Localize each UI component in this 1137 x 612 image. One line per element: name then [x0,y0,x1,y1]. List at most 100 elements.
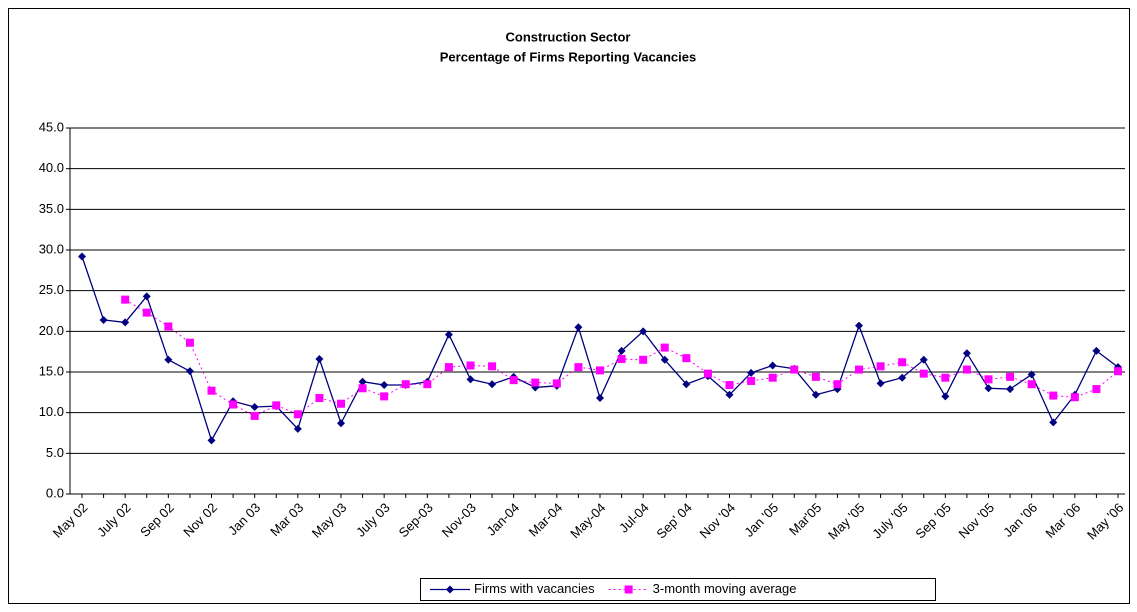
point [790,365,799,374]
point [855,365,863,374]
point [552,379,561,388]
point [272,401,281,410]
point [703,369,712,378]
point [444,363,453,372]
point [811,372,820,381]
point [293,424,302,433]
point [185,338,194,347]
point [401,380,410,389]
point [639,327,648,336]
point [488,380,497,389]
chart-title: Construction Sector [506,29,631,44]
point [185,367,194,376]
legend-label: 3-month moving average [653,581,797,596]
point [1049,418,1058,427]
point [488,362,497,371]
point [207,386,216,395]
legend-marker [624,585,633,594]
point [1006,385,1015,394]
point [919,355,928,364]
point [509,376,518,385]
point [574,363,583,372]
legend-marker [446,585,454,594]
y-tick-label: 0.0 [46,485,64,500]
point [747,368,756,377]
point [1006,372,1015,381]
point [315,394,324,403]
point [358,377,367,386]
point [660,355,669,364]
point [1092,346,1101,355]
point [444,330,453,339]
point [962,365,971,374]
y-tick-label: 30.0 [39,241,64,256]
legend-box [420,578,936,601]
point [898,358,907,367]
point [919,369,928,378]
y-tick-label: 20.0 [39,323,64,338]
chart-subtitle: Percentage of Firms Reporting Vacancies [440,49,696,64]
point [78,252,86,261]
y-tick-label: 35.0 [39,201,64,216]
point [164,322,173,331]
point [617,354,626,363]
point [941,392,950,401]
point [380,381,389,390]
point [639,355,648,364]
point [596,366,604,375]
point [250,411,259,420]
point [898,373,907,382]
point [768,361,777,370]
chart-border [8,8,1130,604]
point [207,436,216,445]
point [1092,385,1101,394]
legend-label: Firms with vacancies [474,581,595,596]
point [121,318,130,327]
point [768,373,777,382]
point [682,380,691,389]
point [466,375,475,384]
point [380,392,389,401]
y-tick-label: 25.0 [39,282,64,297]
y-tick-label: 45.0 [39,119,64,134]
y-tick-label: 15.0 [39,363,64,378]
point [876,362,885,371]
point [315,354,324,363]
point [855,321,863,330]
point [164,355,173,364]
point [725,381,734,390]
y-tick-label: 10.0 [39,404,64,419]
point [250,402,259,411]
point [142,292,151,301]
point [142,308,151,317]
point [358,384,367,393]
point [811,390,820,399]
point [574,323,583,332]
point [962,349,971,358]
point [99,315,108,324]
point [229,400,238,409]
y-tick-label: 5.0 [46,445,64,460]
point [876,379,885,388]
point [1027,370,1036,379]
point [1114,367,1122,376]
point [682,354,691,363]
point [337,399,345,408]
point [725,390,734,399]
point [531,378,540,387]
point [1070,393,1079,402]
point [833,380,842,389]
point [337,419,345,428]
point [747,376,756,385]
point [1027,380,1036,389]
point [466,361,475,370]
point [617,346,626,355]
point [293,410,302,419]
point [984,384,993,393]
point [660,343,669,352]
point [121,295,130,304]
point [984,375,993,384]
point [1049,391,1058,400]
point [423,380,432,389]
point [596,394,604,403]
